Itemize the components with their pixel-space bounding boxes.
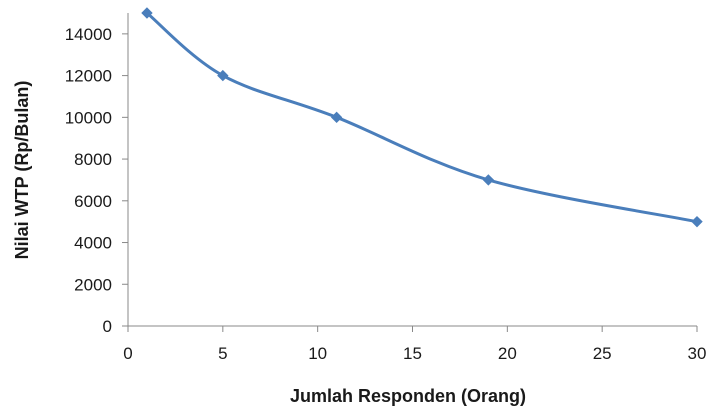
series-line — [145, 11, 699, 224]
y-tick-label: 0 — [103, 317, 112, 336]
data-point-marker — [482, 174, 495, 186]
x-tick-label: 10 — [308, 344, 327, 363]
y-tick-label: 4000 — [74, 234, 112, 253]
series-layer — [141, 7, 703, 228]
x-tick-label: 0 — [123, 344, 132, 363]
y-ticks: 0 2000 4000 6000 8000 10000 12000 14000 — [65, 25, 128, 336]
y-tick-label: 10000 — [65, 108, 112, 127]
axes — [127, 13, 697, 327]
y-tick-label: 8000 — [74, 150, 112, 169]
x-tick-label: 5 — [218, 344, 227, 363]
data-point-marker — [691, 215, 703, 228]
x-tick-label: 25 — [593, 344, 612, 363]
data-point-marker — [217, 69, 229, 82]
y-tick-label: 2000 — [74, 275, 112, 294]
x-ticks: 0 5 10 15 20 25 30 — [123, 326, 706, 363]
y-axis-title: Nilai WTP (Rp/Bulan) — [12, 81, 32, 260]
x-tick-label: 15 — [403, 344, 422, 363]
y-tick-label: 12000 — [65, 67, 112, 86]
data-point-marker — [330, 111, 343, 124]
x-tick-label: 30 — [688, 344, 707, 363]
data-point-marker — [141, 7, 153, 19]
y-tick-label: 14000 — [65, 25, 112, 44]
x-tick-label: 20 — [498, 344, 517, 363]
x-axis-title: Jumlah Responden (Orang) — [290, 386, 526, 406]
y-tick-label: 6000 — [74, 192, 112, 211]
